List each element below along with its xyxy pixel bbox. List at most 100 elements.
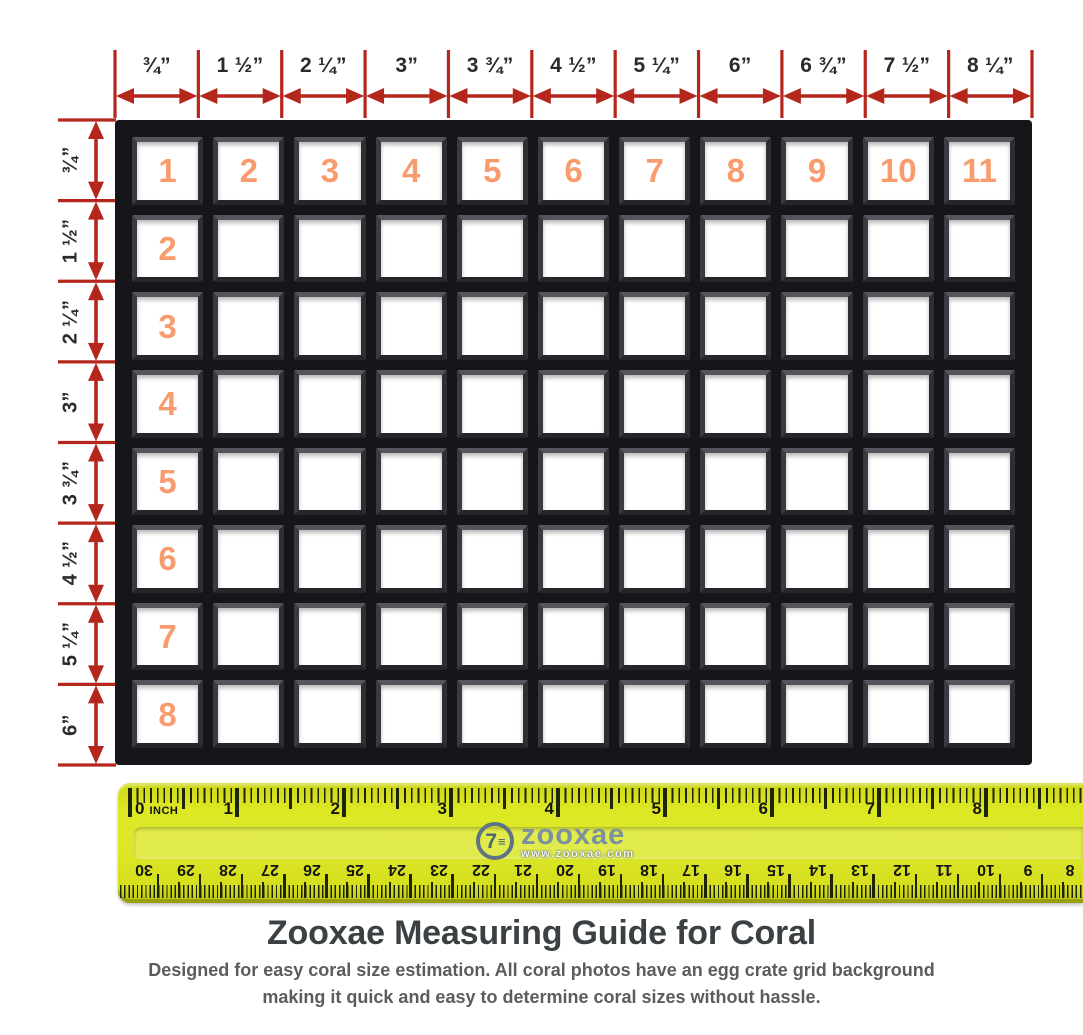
- grid-cell: [208, 598, 289, 676]
- half-cm-tick: [809, 882, 812, 898]
- grid-cell: [208, 210, 289, 288]
- grid-cell: [208, 443, 289, 521]
- grid-cell-opening: 11: [943, 137, 1015, 205]
- grid-cell: [695, 287, 776, 365]
- grid-cell-opening: 7: [619, 137, 691, 205]
- half-cm-tick: [514, 882, 517, 898]
- grid-cell: [614, 675, 695, 753]
- inch-tick: [449, 788, 453, 817]
- grid-cell: [939, 598, 1020, 676]
- grid-cell-opening: [619, 525, 691, 593]
- grid-cell: 3: [289, 132, 370, 210]
- grid-cell-opening: [943, 447, 1015, 516]
- grid-cell-opening: [619, 369, 691, 438]
- cm-tick: [240, 874, 244, 898]
- grid-cell: [939, 365, 1020, 443]
- grid-cell: [452, 520, 533, 598]
- page-title: Zooxae Measuring Guide for Coral: [266, 914, 817, 952]
- cm-number: 23: [429, 861, 448, 878]
- inch-tick: [877, 788, 881, 817]
- grid-cell: [695, 598, 776, 676]
- grid-cell-opening: [456, 214, 528, 283]
- cm-number: 25: [345, 861, 364, 878]
- grid-cell: [858, 675, 939, 753]
- cm-tick: [325, 874, 328, 898]
- ruler: 7 ≡ zooxae www.zooxae.com 0 INCH 1 2 3 4 5 6 7 8 30…: [118, 783, 1083, 903]
- top-measurement-label: 8 ¼”: [966, 54, 1014, 77]
- cm-number: 15: [766, 861, 785, 878]
- grid-cell-opening: [294, 369, 366, 438]
- grid-cell-opening: [537, 369, 610, 438]
- grid-cell: [776, 287, 857, 365]
- grid-cell-opening: [456, 680, 528, 748]
- grid-cell-opening: [213, 369, 285, 438]
- top-measurement-label: 2 ¼”: [300, 54, 347, 77]
- top-measurement-label: 3 ¾”: [466, 54, 514, 77]
- half-cm-tick: [977, 882, 980, 898]
- grid-cell: 2: [208, 132, 289, 210]
- half-cm-tick: [304, 882, 307, 898]
- inch-number: 5: [651, 799, 661, 818]
- grid-cell: [371, 365, 452, 443]
- cell-number: 5: [158, 462, 177, 500]
- grid-cell-opening: [619, 680, 691, 748]
- grid-cell-opening: [375, 447, 447, 516]
- cm-number: 14: [808, 861, 827, 878]
- cm-number: 29: [177, 861, 195, 878]
- grid-cell-opening: 4: [132, 369, 204, 438]
- grid-cell: [289, 675, 370, 753]
- cm-tick: [998, 874, 1002, 898]
- grid-cell-opening: [781, 214, 853, 283]
- logo-mark: 7: [485, 829, 498, 853]
- grid-cell-opening: [294, 214, 366, 283]
- grid-cell-opening: [781, 525, 853, 593]
- grid-cell: [208, 520, 289, 598]
- half-inch-tick: [289, 788, 292, 809]
- cm-tick: [956, 874, 960, 898]
- grid-cell-opening: [456, 602, 528, 671]
- grid-cell: [695, 443, 776, 521]
- cm-number: 27: [261, 861, 280, 878]
- cm-tick: [577, 874, 581, 898]
- cm-tick: [198, 874, 202, 898]
- grid-cell: [776, 598, 857, 676]
- grid-cell: 7: [127, 598, 208, 676]
- grid-cell: [614, 443, 695, 521]
- grid-cell-opening: [619, 447, 691, 516]
- grid-cell: 2: [127, 210, 208, 288]
- grid-cell-opening: [375, 369, 447, 438]
- cm-tick: [914, 874, 918, 898]
- grid-cell-opening: [862, 602, 934, 671]
- subtitle-line-1: Designed for easy coral size estimation.…: [148, 960, 935, 980]
- cm-tick: [535, 874, 539, 898]
- grid-cell: [695, 210, 776, 288]
- grid-cell: 4: [127, 365, 208, 443]
- cm-tick: [409, 874, 412, 898]
- grid-cell-opening: 2: [213, 137, 285, 205]
- grid-cell: 11: [939, 132, 1020, 210]
- cm-tick: [619, 874, 623, 898]
- top-measurement-label: 3”: [395, 54, 419, 77]
- grid-cell-opening: 10: [862, 137, 934, 205]
- grid-cell: [776, 210, 857, 288]
- half-cm-tick: [346, 882, 349, 898]
- grid-cell-opening: [375, 525, 447, 593]
- grid-cell: [776, 520, 857, 598]
- cell-number: 4: [158, 385, 177, 423]
- grid-cell-opening: [619, 602, 691, 671]
- top-measurement-label: 6”: [728, 54, 752, 77]
- grid-cell: 10: [858, 132, 939, 210]
- half-cm-tick: [1062, 882, 1065, 898]
- grid-cell: [533, 520, 614, 598]
- top-measurement-label: 4 ½”: [550, 54, 597, 77]
- grid-cell: 1: [127, 132, 208, 210]
- grid-cell: [858, 210, 939, 288]
- grid-cell: [939, 443, 1020, 521]
- grid-cell-opening: [294, 525, 366, 593]
- grid-cell: [776, 675, 857, 753]
- grid-cell-opening: [375, 602, 447, 671]
- half-inch-tick: [182, 788, 185, 809]
- grid-cell-opening: [294, 447, 366, 516]
- grid-cell-opening: [537, 447, 610, 516]
- half-inch-tick: [503, 788, 506, 809]
